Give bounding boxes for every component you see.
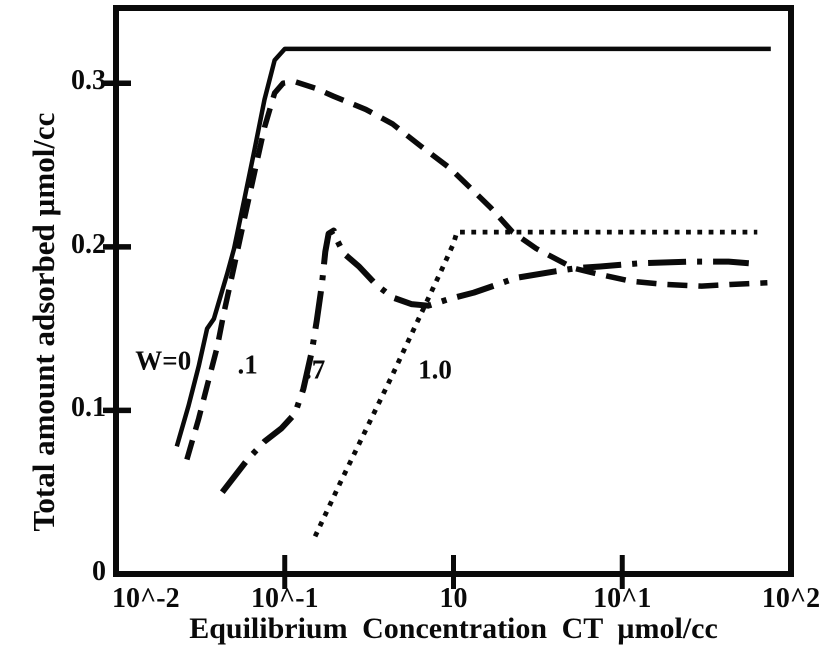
x-tick-label-3: 10^1: [593, 583, 652, 614]
y-axis-title: Total amount adsorbed µmol/cc: [26, 112, 61, 532]
y-tick-label-2: 0.2: [71, 228, 106, 260]
x-tick-label-4: 10^2: [761, 583, 821, 614]
curve-label-w0: W=0: [135, 345, 192, 376]
series-line-w7: [219, 227, 750, 495]
y-tick-label-0: 0: [92, 556, 106, 587]
x-tick-label-1: 10^-1: [250, 583, 319, 614]
y-tick-label-3: 0.3: [71, 65, 106, 97]
plot-border: [113, 5, 794, 577]
series-line-w0: [174, 46, 771, 448]
series-line-w10: [312, 229, 758, 538]
curve-label-w10: 1.0: [418, 354, 452, 385]
x-tick-label-0: 10^-2: [112, 583, 180, 614]
series-line-w1: [184, 78, 768, 461]
x-tick-label-2: 10: [439, 583, 468, 614]
curve-label-w1: .1: [237, 349, 258, 380]
y-tick-label-1: 0.1: [71, 392, 106, 424]
curve-label-w7: .7: [305, 354, 326, 385]
x-axis-title: Equilibrium Concentration CT µmol/cc: [189, 612, 718, 645]
